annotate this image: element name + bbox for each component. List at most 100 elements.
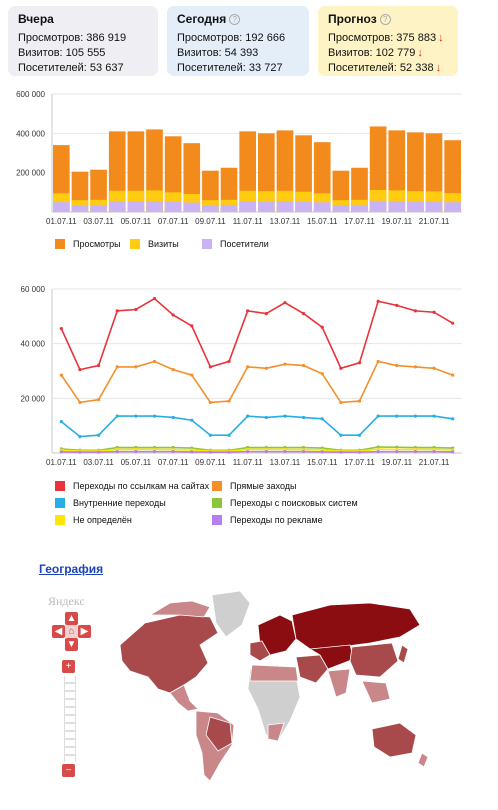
series-line[interactable]: [61, 448, 453, 452]
pan-right-button[interactable]: ▶: [78, 625, 91, 638]
data-point[interactable]: [376, 445, 380, 449]
data-point[interactable]: [432, 447, 436, 452]
data-point[interactable]: [395, 414, 399, 418]
data-point[interactable]: [190, 418, 194, 422]
data-point[interactable]: [320, 372, 324, 376]
data-point[interactable]: [395, 303, 399, 307]
data-point[interactable]: [152, 296, 157, 301]
bar[interactable]: [425, 201, 443, 212]
data-point[interactable]: [320, 450, 324, 454]
data-point[interactable]: [227, 359, 231, 364]
bar[interactable]: [90, 204, 107, 212]
data-point[interactable]: [301, 450, 306, 454]
data-point[interactable]: [339, 400, 343, 405]
series-line[interactable]: [61, 446, 453, 452]
data-point[interactable]: [283, 301, 287, 305]
pan-left-button[interactable]: ◀: [52, 625, 65, 638]
map-pan-control[interactable]: ▲ ◀ ⌂ ▶ ▼: [52, 612, 92, 652]
data-point[interactable]: [134, 447, 138, 452]
data-point[interactable]: [59, 419, 63, 424]
data-point[interactable]: [96, 450, 101, 454]
data-point[interactable]: [413, 447, 418, 452]
bar[interactable]: [332, 205, 350, 212]
bar[interactable]: [146, 200, 163, 212]
data-point[interactable]: [59, 450, 63, 454]
data-point[interactable]: [115, 365, 119, 369]
data-point[interactable]: [96, 363, 101, 368]
bar[interactable]: [239, 201, 256, 212]
data-point[interactable]: [339, 433, 343, 437]
pan-up-button[interactable]: ▲: [65, 612, 78, 625]
data-point[interactable]: [376, 447, 380, 451]
zoom-slider-track[interactable]: [64, 676, 76, 762]
help-icon[interactable]: ?: [229, 14, 241, 25]
legend-item[interactable]: Визиты: [130, 239, 179, 249]
legend-item[interactable]: Переходы по ссылкам на сайтах: [55, 481, 209, 491]
series-line[interactable]: [60, 360, 453, 404]
data-point[interactable]: [78, 368, 82, 372]
data-point[interactable]: [246, 414, 250, 418]
data-point[interactable]: [134, 414, 138, 418]
bar[interactable]: [351, 204, 368, 212]
data-point[interactable]: [190, 450, 194, 454]
data-point[interactable]: [283, 450, 287, 454]
bar[interactable]: [220, 204, 238, 212]
data-point[interactable]: [432, 450, 436, 454]
data-point[interactable]: [376, 414, 380, 418]
data-point[interactable]: [376, 299, 380, 303]
data-point[interactable]: [357, 361, 362, 365]
legend-item[interactable]: Не определён: [55, 515, 132, 525]
data-point[interactable]: [264, 447, 268, 452]
data-point[interactable]: [171, 313, 175, 317]
series-line[interactable]: [61, 450, 453, 453]
data-point[interactable]: [357, 399, 362, 403]
data-point[interactable]: [357, 450, 362, 454]
data-point[interactable]: [115, 450, 119, 454]
data-point[interactable]: [451, 321, 455, 325]
data-point[interactable]: [208, 450, 213, 454]
data-point[interactable]: [413, 450, 418, 454]
data-point[interactable]: [134, 365, 138, 369]
data-point[interactable]: [115, 447, 119, 452]
data-point[interactable]: [432, 366, 436, 370]
data-point[interactable]: [395, 450, 399, 454]
bar[interactable]: [71, 205, 89, 212]
data-point[interactable]: [227, 399, 231, 403]
help-icon[interactable]: ?: [379, 14, 391, 25]
data-point[interactable]: [78, 450, 82, 454]
data-point[interactable]: [376, 359, 380, 364]
bar[interactable]: [369, 200, 387, 212]
world-map[interactable]: [100, 585, 440, 790]
data-point[interactable]: [59, 327, 63, 331]
legend-item[interactable]: Прямые заходы: [212, 481, 296, 491]
data-point[interactable]: [264, 415, 268, 420]
legend-item[interactable]: Переходы по рекламе: [212, 515, 323, 525]
bar[interactable]: [313, 202, 331, 212]
data-point[interactable]: [283, 414, 287, 418]
data-point[interactable]: [301, 312, 306, 316]
data-point[interactable]: [283, 362, 287, 366]
data-point[interactable]: [395, 445, 399, 449]
data-point[interactable]: [227, 433, 231, 437]
data-point[interactable]: [264, 366, 268, 370]
bar[interactable]: [295, 201, 312, 212]
data-point[interactable]: [78, 400, 82, 405]
data-point[interactable]: [451, 450, 455, 454]
traffic-bar-chart[interactable]: 600 000 400 000 200 000 01.07.11 03.07.11 05.…: [0, 84, 498, 234]
series-line[interactable]: [60, 415, 453, 438]
legend-item[interactable]: Посетители: [202, 239, 269, 249]
data-point[interactable]: [320, 325, 324, 329]
legend-item[interactable]: Переходы с поисковых систем: [212, 498, 358, 508]
bar[interactable]: [444, 202, 461, 212]
data-point[interactable]: [413, 365, 418, 369]
data-point[interactable]: [190, 373, 194, 377]
data-point[interactable]: [152, 447, 157, 452]
data-point[interactable]: [152, 359, 157, 364]
data-point[interactable]: [246, 450, 250, 454]
zoom-in-button[interactable]: +: [62, 660, 75, 673]
bar[interactable]: [407, 201, 424, 212]
data-point[interactable]: [264, 450, 268, 454]
data-point[interactable]: [413, 414, 418, 418]
bar[interactable]: [127, 201, 145, 212]
bar[interactable]: [276, 201, 294, 212]
